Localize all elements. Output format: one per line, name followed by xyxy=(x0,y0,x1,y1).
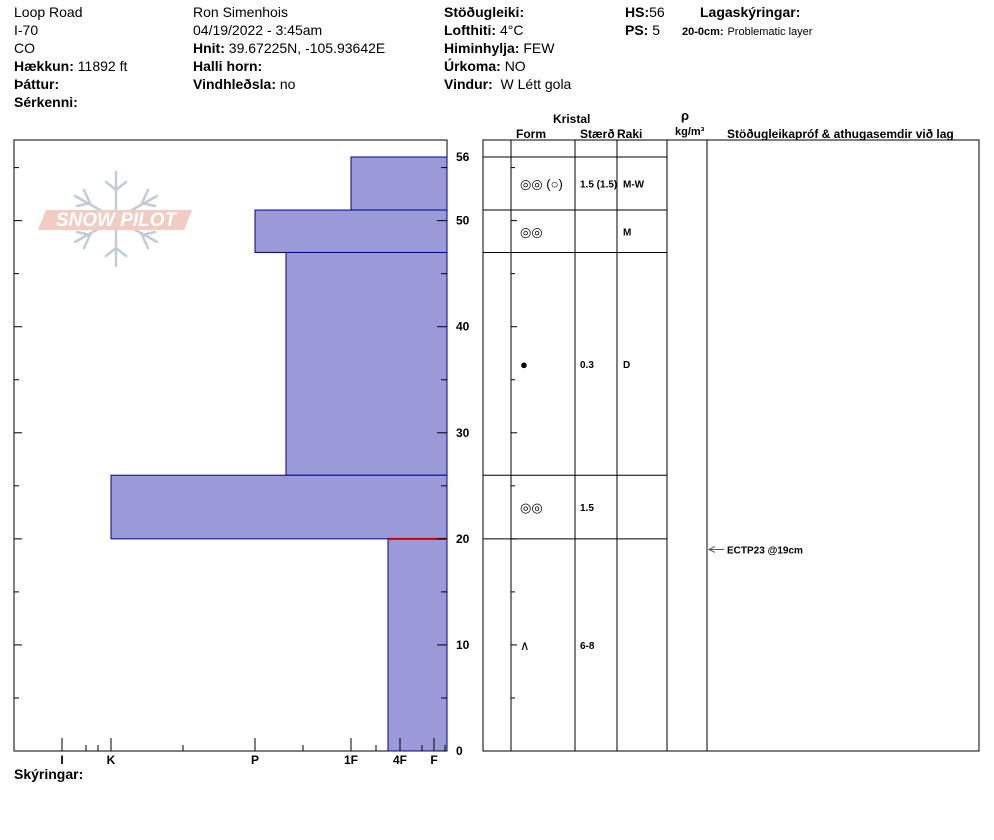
layer-form-symbol: ∧ xyxy=(520,638,530,653)
wind-row: Vindur: W Létt gola xyxy=(444,75,571,93)
elevation-label: Hækkun: xyxy=(14,58,74,74)
legend-item-range: 20-0cm: xyxy=(682,26,724,38)
legend-item: 20-0cm: Problematic layer xyxy=(682,22,812,40)
sky-row: Himinhylja: FEW xyxy=(444,39,571,57)
layer-size: 6-8 xyxy=(580,641,595,652)
header-col-location: Loop Road I-70 CO Hækkun: 11892 ft Þáttu… xyxy=(14,3,127,111)
height-tick-label: 56 xyxy=(456,150,470,164)
layer-table-rows: ◎◎ (○) 1.5 (1.5) M-W ◎◎ M ● 0.3 D ◎◎ 1.5 ∧ 6-8 xyxy=(483,177,667,752)
wind-loading-label: Vindhleðsla: xyxy=(193,76,276,92)
precip-row: Úrkoma: NO xyxy=(444,57,571,75)
hardness-tick-label: 4F xyxy=(393,753,407,767)
notes-label: Skýringar: xyxy=(14,766,84,782)
coords-value: 39.67225N, -105.93642E xyxy=(228,40,386,56)
hardness-layer-bar xyxy=(254,209,448,253)
hs-value: 56 xyxy=(649,4,665,20)
logo-text: SNOW PILOT xyxy=(56,210,178,231)
test-arrow-head xyxy=(707,546,716,553)
hs-row: HS:56 xyxy=(625,3,665,21)
elevation-row: Hækkun: 11892 ft xyxy=(14,57,127,75)
snowpilot-logo: SNOW PILOT xyxy=(38,170,192,268)
aspect-label: Þáttur: xyxy=(14,76,60,92)
layer-size: 0.3 xyxy=(580,360,594,371)
sky-value: FEW xyxy=(523,40,555,56)
hardness-layer-bar xyxy=(110,474,448,540)
layer-moisture: D xyxy=(623,360,630,371)
header-col-weather: Stöðugleiki: Lofthiti: 4°C Himinhylja: F… xyxy=(444,3,571,93)
rho-header: ρ xyxy=(681,108,690,123)
layer-form-symbol: ● xyxy=(520,357,528,372)
ps-row: PS: 5 xyxy=(625,21,665,39)
layer-form-symbol: ◎◎ xyxy=(520,500,543,515)
height-tick-label: 20 xyxy=(456,532,470,546)
test-result-text: ECTP23 @19cm xyxy=(727,545,803,556)
hs-label: HS: xyxy=(625,4,650,20)
hardness-layers xyxy=(110,156,448,752)
wind-loading-value: no xyxy=(279,76,296,92)
features-label: Sérkenni: xyxy=(14,94,78,110)
elevation-value: 11892 ft xyxy=(77,58,128,74)
header-col-depth: HS:56 PS: 5 xyxy=(625,3,665,39)
density-unit-header: kg/m³ xyxy=(675,126,705,138)
height-tick-label: 50 xyxy=(456,214,470,228)
air-temp-value: 4°C xyxy=(499,22,524,38)
height-tick-label: 0 xyxy=(456,744,463,758)
coords-row: Hnit: 39.67225N, -105.93642E xyxy=(193,39,385,57)
stability-label: Stöðugleiki: xyxy=(444,4,525,20)
precip-label: Úrkoma: xyxy=(444,58,501,74)
layer-moisture: M-W xyxy=(623,180,645,191)
legend-item-text: Problematic layer xyxy=(727,26,813,38)
stability-row: Stöðugleiki: xyxy=(444,3,571,21)
aspect-row: Þáttur: xyxy=(14,75,127,93)
size-header: Stærð xyxy=(580,127,615,141)
hardness-layer-bar xyxy=(285,251,448,476)
layer-size: 1.5 (1.5) xyxy=(580,180,617,191)
form-header: Form xyxy=(516,127,546,141)
layer-table-frame xyxy=(482,139,980,752)
header-col-observer: Ron Simenhois 04/19/2022 - 3:45am Hnit: … xyxy=(193,3,385,93)
ps-label: PS: xyxy=(625,22,649,38)
layer-form-symbol: ◎◎ xyxy=(520,224,543,239)
hardness-tick-label: 1F xyxy=(344,753,358,767)
hardness-tick-label: P xyxy=(251,753,259,767)
hardness-axis: I K P 1F 4F F xyxy=(60,738,446,767)
road-name: I-70 xyxy=(14,22,39,38)
sky-label: Himinhylja: xyxy=(444,40,520,56)
crystal-header: Kristal xyxy=(553,112,591,126)
hardness-tick-label: K xyxy=(107,753,116,767)
observer-name: Ron Simenhois xyxy=(193,4,288,20)
height-tick-label: 40 xyxy=(456,320,470,334)
hardness-tick-label: I xyxy=(60,753,63,767)
location-name: Loop Road xyxy=(14,4,83,20)
air-temp-label: Lofthiti: xyxy=(444,22,497,38)
layer-size: 1.5 xyxy=(580,503,594,514)
height-tick-label: 30 xyxy=(456,426,470,440)
moisture-header: Raki xyxy=(617,127,643,141)
ps-value: 5 xyxy=(652,22,661,38)
slope-row: Halli horn: xyxy=(193,57,385,75)
height-axis: 0 10 20 30 40 50 56 xyxy=(14,150,517,758)
wind-value: W Létt gola xyxy=(500,76,572,92)
air-temp-row: Lofthiti: 4°C xyxy=(444,21,571,39)
legend-title-text: Lagaskýringar: xyxy=(700,4,801,20)
legend-title: Lagaskýringar: xyxy=(700,3,800,21)
stability-tests: ECTP23 @19cm xyxy=(707,545,803,556)
slope-label: Halli horn: xyxy=(193,58,263,74)
precip-value: NO xyxy=(504,58,526,74)
tests-header: Stöðugleikapróf & athugasemdir við lag xyxy=(727,127,954,141)
state-name: CO xyxy=(14,40,35,56)
wind-label: Vindur: xyxy=(444,76,493,92)
observation-datetime: 04/19/2022 - 3:45am xyxy=(193,22,323,38)
layer-moisture: M xyxy=(623,227,631,238)
features-row: Sérkenni: xyxy=(14,93,127,111)
notes-row: Skýringar: xyxy=(14,765,83,783)
hardness-tick-label: F xyxy=(430,753,437,767)
height-tick-label: 10 xyxy=(456,638,470,652)
wind-loading-row: Vindhleðsla: no xyxy=(193,75,385,93)
logo-banner xyxy=(38,210,192,230)
coords-label: Hnit: xyxy=(193,40,225,56)
layer-form-symbol: ◎◎ (○) xyxy=(520,177,563,192)
hardness-layer-bar xyxy=(350,156,448,211)
